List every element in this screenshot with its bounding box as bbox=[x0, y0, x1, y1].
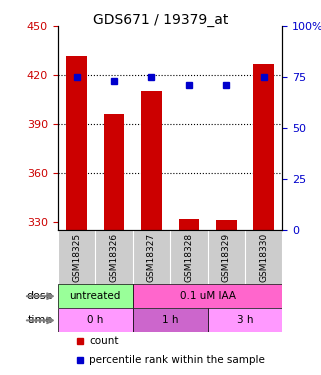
Bar bbox=[178, 219, 199, 230]
Bar bbox=[133, 308, 208, 333]
Bar bbox=[104, 114, 124, 230]
Bar bbox=[141, 92, 162, 230]
Bar bbox=[245, 230, 282, 284]
Bar bbox=[58, 284, 133, 308]
Text: dose: dose bbox=[27, 291, 53, 301]
Text: time: time bbox=[28, 315, 53, 326]
Text: GSM18327: GSM18327 bbox=[147, 232, 156, 282]
Text: GSM18326: GSM18326 bbox=[109, 232, 118, 282]
Text: 3 h: 3 h bbox=[237, 315, 253, 326]
Text: GSM18328: GSM18328 bbox=[184, 232, 193, 282]
Bar bbox=[208, 230, 245, 284]
Text: GSM18330: GSM18330 bbox=[259, 232, 268, 282]
Bar bbox=[66, 56, 87, 230]
Bar bbox=[133, 284, 282, 308]
Bar bbox=[58, 308, 133, 333]
Bar bbox=[170, 230, 208, 284]
Text: count: count bbox=[89, 336, 119, 346]
Text: GSM18329: GSM18329 bbox=[222, 232, 231, 282]
Bar bbox=[58, 230, 95, 284]
Text: 1 h: 1 h bbox=[162, 315, 178, 326]
Bar bbox=[133, 230, 170, 284]
Text: untreated: untreated bbox=[70, 291, 121, 301]
Text: percentile rank within the sample: percentile rank within the sample bbox=[89, 356, 265, 366]
Bar bbox=[254, 64, 274, 230]
Text: 0 h: 0 h bbox=[87, 315, 103, 326]
Text: GSM18325: GSM18325 bbox=[72, 232, 81, 282]
Text: GDS671 / 19379_at: GDS671 / 19379_at bbox=[93, 13, 228, 27]
Bar bbox=[216, 220, 237, 230]
Bar bbox=[95, 230, 133, 284]
Bar bbox=[208, 308, 282, 333]
Text: 0.1 uM IAA: 0.1 uM IAA bbox=[179, 291, 236, 301]
